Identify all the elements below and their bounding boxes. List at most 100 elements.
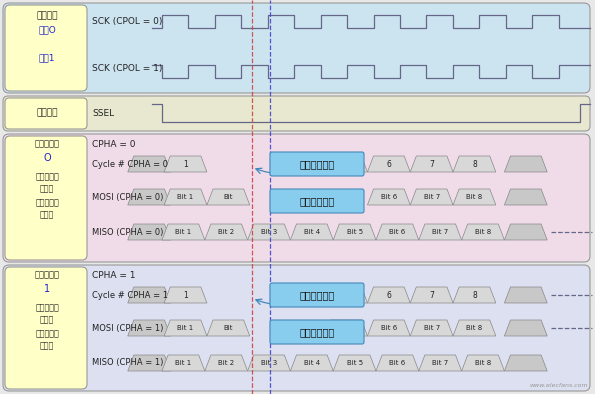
Polygon shape bbox=[505, 189, 547, 205]
Text: 时锵后沿输出: 时锵后沿输出 bbox=[299, 196, 334, 206]
Polygon shape bbox=[164, 156, 207, 172]
Text: 据采样: 据采样 bbox=[40, 184, 54, 193]
Text: Bit 8: Bit 8 bbox=[475, 360, 491, 366]
Polygon shape bbox=[419, 355, 462, 371]
Polygon shape bbox=[128, 287, 171, 303]
FancyBboxPatch shape bbox=[5, 267, 87, 389]
Text: Bit 3: Bit 3 bbox=[261, 360, 277, 366]
FancyBboxPatch shape bbox=[5, 136, 87, 260]
Polygon shape bbox=[325, 156, 368, 172]
Text: Bit 1: Bit 1 bbox=[176, 229, 192, 235]
FancyBboxPatch shape bbox=[3, 3, 590, 93]
Polygon shape bbox=[128, 156, 171, 172]
Text: MOSI (CPHA = 0): MOSI (CPHA = 0) bbox=[92, 193, 164, 201]
Text: MOSI (CPHA = 1): MOSI (CPHA = 1) bbox=[92, 323, 164, 333]
Text: Bit 6: Bit 6 bbox=[389, 360, 406, 366]
Polygon shape bbox=[376, 355, 419, 371]
FancyBboxPatch shape bbox=[270, 189, 364, 213]
Text: 时钟后沿数: 时钟后沿数 bbox=[35, 198, 59, 207]
Text: Bit 1: Bit 1 bbox=[177, 194, 193, 200]
FancyBboxPatch shape bbox=[5, 98, 87, 129]
Text: 时钟前沿数: 时钟前沿数 bbox=[35, 172, 59, 181]
Polygon shape bbox=[207, 189, 250, 205]
FancyBboxPatch shape bbox=[270, 152, 364, 176]
Text: MISO (CPHA = 1): MISO (CPHA = 1) bbox=[92, 359, 164, 368]
Text: Bit 1: Bit 1 bbox=[176, 360, 192, 366]
Polygon shape bbox=[368, 156, 410, 172]
Polygon shape bbox=[462, 355, 505, 371]
FancyBboxPatch shape bbox=[5, 5, 87, 91]
Text: Bit 2: Bit 2 bbox=[218, 229, 234, 235]
Polygon shape bbox=[207, 320, 250, 336]
Text: 据输出: 据输出 bbox=[40, 210, 54, 219]
Polygon shape bbox=[164, 287, 207, 303]
Polygon shape bbox=[453, 287, 496, 303]
Text: 极性1: 极性1 bbox=[39, 53, 55, 62]
Polygon shape bbox=[505, 287, 547, 303]
Polygon shape bbox=[419, 224, 462, 240]
Text: 时锵前沿采样: 时锵前沿采样 bbox=[299, 159, 334, 169]
Text: Bit 5: Bit 5 bbox=[346, 229, 363, 235]
Text: 据采样: 据采样 bbox=[40, 341, 54, 350]
Polygon shape bbox=[325, 320, 368, 336]
Polygon shape bbox=[410, 189, 453, 205]
FancyBboxPatch shape bbox=[3, 265, 590, 391]
FancyBboxPatch shape bbox=[3, 96, 590, 131]
Text: 时钟相位为: 时钟相位为 bbox=[35, 139, 60, 148]
Polygon shape bbox=[128, 355, 171, 371]
Polygon shape bbox=[410, 320, 453, 336]
Text: 时钟后沿数: 时钟后沿数 bbox=[35, 329, 59, 338]
Polygon shape bbox=[410, 287, 453, 303]
Text: Bit 5: Bit 5 bbox=[338, 325, 354, 331]
Text: Bit 8: Bit 8 bbox=[466, 325, 483, 331]
Polygon shape bbox=[453, 320, 496, 336]
Polygon shape bbox=[162, 224, 205, 240]
Polygon shape bbox=[248, 355, 290, 371]
Polygon shape bbox=[453, 189, 496, 205]
Text: Bit 8: Bit 8 bbox=[466, 194, 483, 200]
Polygon shape bbox=[505, 320, 547, 336]
Polygon shape bbox=[162, 355, 205, 371]
Text: 6: 6 bbox=[386, 290, 392, 299]
Text: Bit 1: Bit 1 bbox=[177, 325, 193, 331]
Polygon shape bbox=[368, 320, 410, 336]
Text: CPHA = 1: CPHA = 1 bbox=[92, 271, 136, 280]
Text: 5: 5 bbox=[343, 160, 349, 169]
Text: Cycle # CPHA = 1: Cycle # CPHA = 1 bbox=[92, 290, 168, 299]
Polygon shape bbox=[205, 224, 248, 240]
Text: 6: 6 bbox=[386, 160, 392, 169]
Polygon shape bbox=[376, 224, 419, 240]
Text: 极性O: 极性O bbox=[38, 25, 56, 34]
Text: 时钟相位为: 时钟相位为 bbox=[35, 270, 60, 279]
Text: 时锵前沿输出: 时锵前沿输出 bbox=[299, 290, 334, 300]
Text: 8: 8 bbox=[472, 290, 477, 299]
Text: Bit 6: Bit 6 bbox=[389, 229, 406, 235]
Polygon shape bbox=[128, 224, 171, 240]
Polygon shape bbox=[164, 189, 207, 205]
Polygon shape bbox=[505, 224, 547, 240]
Text: 时钟信号: 时钟信号 bbox=[36, 11, 58, 20]
FancyBboxPatch shape bbox=[270, 283, 364, 307]
Polygon shape bbox=[248, 224, 290, 240]
Text: Bit 4: Bit 4 bbox=[303, 360, 320, 366]
Text: Bit 7: Bit 7 bbox=[424, 194, 440, 200]
Text: 8: 8 bbox=[472, 160, 477, 169]
Text: SCK (CPOL = 1): SCK (CPOL = 1) bbox=[92, 63, 162, 72]
Polygon shape bbox=[333, 224, 376, 240]
Polygon shape bbox=[325, 287, 368, 303]
Polygon shape bbox=[164, 320, 207, 336]
Text: 时钟前沿数: 时钟前沿数 bbox=[35, 303, 59, 312]
Polygon shape bbox=[333, 355, 376, 371]
Text: SCK (CPOL = 0): SCK (CPOL = 0) bbox=[92, 17, 162, 26]
Polygon shape bbox=[128, 320, 171, 336]
Text: Bit 4: Bit 4 bbox=[303, 229, 320, 235]
Text: Bit 6: Bit 6 bbox=[381, 194, 397, 200]
Text: CPHA = 0: CPHA = 0 bbox=[92, 140, 136, 149]
Text: Bit 6: Bit 6 bbox=[381, 325, 397, 331]
Text: O: O bbox=[43, 153, 51, 163]
Text: 1: 1 bbox=[183, 290, 188, 299]
Text: Bit 8: Bit 8 bbox=[475, 229, 491, 235]
Text: Bit 2: Bit 2 bbox=[218, 360, 234, 366]
Polygon shape bbox=[462, 224, 505, 240]
Polygon shape bbox=[505, 355, 547, 371]
